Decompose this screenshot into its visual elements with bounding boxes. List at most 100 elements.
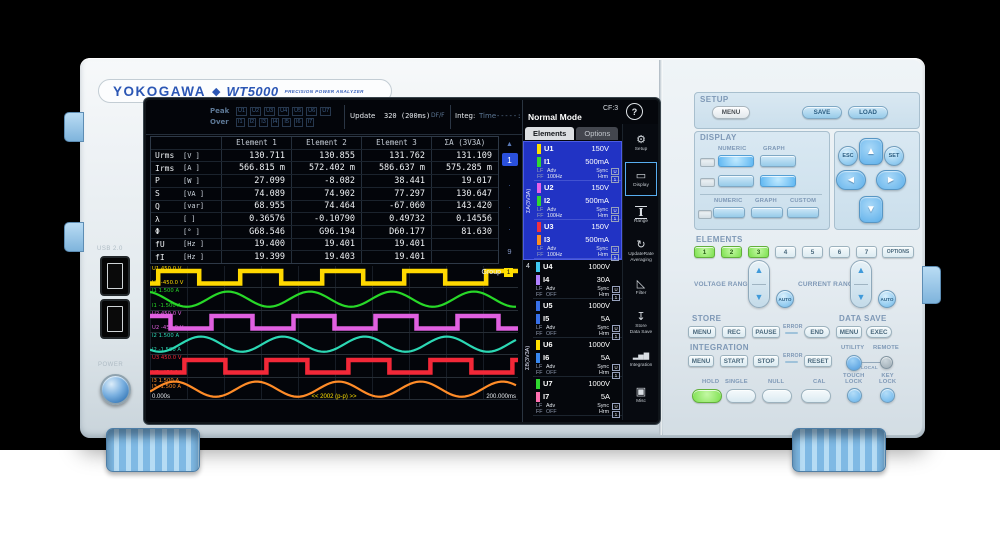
display-label: DISPLAY: [700, 133, 737, 142]
voltage-range-up-icon[interactable]: ▲: [754, 265, 764, 275]
nav-right-button[interactable]: ▶: [876, 170, 906, 190]
nav-left-button[interactable]: ◀: [836, 170, 866, 190]
null-button[interactable]: [762, 389, 792, 403]
pager-up-icon[interactable]: ▲: [506, 141, 513, 148]
element-key-3[interactable]: 3: [748, 246, 769, 258]
integration-start-button[interactable]: START: [720, 355, 748, 367]
display-icon: ▭: [635, 169, 647, 182]
display-row3-custom-button[interactable]: [787, 207, 819, 218]
store-menu-button[interactable]: MENU: [688, 326, 716, 338]
element-6-u-row: U6 1000V: [533, 338, 622, 351]
display-row1-numeric-button[interactable]: [718, 155, 754, 167]
element-key-1[interactable]: 1: [694, 246, 715, 258]
menu-item-integration[interactable]: ▂▅▇ Integration: [625, 342, 657, 376]
menu-item-range[interactable]: I Range: [625, 198, 657, 232]
waveform-strip-i3: I3 1.500 A I3 -1.500 A: [150, 377, 518, 400]
nav-down-button[interactable]: ▼: [859, 196, 883, 223]
element-6-block[interactable]: U6 1000V I6 5A LF FF Adv OFF Sync Hrm U 1: [533, 338, 622, 379]
integration-reset-button[interactable]: RESET: [804, 355, 832, 367]
integration-stop-button[interactable]: STOP: [753, 355, 779, 367]
menu-item-display[interactable]: ▭ Display: [625, 162, 657, 196]
peak-indicator-u6: U6: [306, 107, 318, 116]
menu-item-setup[interactable]: ⚙ Setup: [625, 126, 657, 160]
table-row: Irms [A ] 566.815 m 572.402 m 586.637 m 575.2…: [151, 162, 498, 176]
filter-values: Adv 100Hz: [547, 168, 563, 180]
current-range-rocker[interactable]: ▲ ▼: [850, 260, 872, 308]
data-save-exec-button[interactable]: EXEC: [866, 326, 892, 338]
tab-options[interactable]: Options: [576, 127, 619, 140]
setup-menu-button[interactable]: MENU: [712, 106, 750, 119]
tab-elements[interactable]: Elements: [525, 127, 575, 140]
table-cell: -67.060: [361, 200, 431, 213]
pager-dot[interactable]: ·: [508, 203, 511, 212]
element-7-block[interactable]: U7 1000V I7 5A LF FF Adv OFF Sync Hrm U 1: [533, 377, 622, 418]
group-a-elements: U1 150V I1 500mA LF FF Adv 100Hz Sync Hrm U 1 U2 150V…: [534, 142, 621, 261]
usb-port-2: [100, 299, 130, 339]
power-button[interactable]: [100, 374, 131, 405]
element-key-5[interactable]: 5: [802, 246, 823, 258]
options-button[interactable]: OPTIONS: [882, 246, 914, 258]
channel-name: U3: [544, 222, 554, 231]
single-button[interactable]: [726, 389, 756, 403]
display-row3-graph-button[interactable]: [751, 207, 783, 218]
set-button[interactable]: SET: [884, 146, 904, 166]
store-rec-button[interactable]: REC: [722, 326, 746, 338]
display-row2-numeric-button[interactable]: [718, 175, 754, 187]
menu-item-filter[interactable]: ◺ Filter: [625, 270, 657, 304]
pager-current-page[interactable]: 1: [501, 153, 518, 166]
menu-item-updaterate[interactable]: ↻ UpdateRate Averaging: [625, 234, 657, 268]
waveform-label-bottom: U3 -450.0 V: [152, 369, 184, 376]
touch-lock-button[interactable]: [847, 388, 862, 403]
sync-labels: Sync Hrm: [596, 246, 608, 258]
store-end-button[interactable]: END: [804, 326, 830, 338]
voltage-range-rocker[interactable]: ▲ ▼: [748, 260, 770, 308]
integration-menu-button[interactable]: MENU: [688, 355, 714, 367]
pager-dot[interactable]: ·: [508, 225, 511, 234]
menu-item-store[interactable]: ↧ Store Data Save: [625, 306, 657, 340]
brand-diamond-icon: ◆: [212, 85, 221, 98]
channel-range: 1000V: [588, 301, 610, 310]
element-3-i-row: I3 500mA: [534, 233, 621, 246]
channel-range: 1000V: [588, 340, 610, 349]
element-key-7[interactable]: 7: [856, 246, 877, 258]
save-button[interactable]: SAVE: [802, 106, 842, 119]
display-row2-graph-button[interactable]: [760, 175, 796, 187]
table-cell: 19.401: [361, 251, 431, 264]
hold-button[interactable]: [692, 389, 722, 403]
element-4-block[interactable]: U4 1000V I4 30A LF FF Adv OFF Sync Hrm U 1: [533, 260, 622, 301]
element-2-block[interactable]: U2 150V I2 500mA LF FF Adv 100Hz Sync Hrm U 1: [534, 181, 621, 222]
nav-up-button[interactable]: ▲: [859, 138, 883, 165]
element-5-block[interactable]: U5 1000V I5 5A LF FF Adv OFF Sync Hrm U 1: [533, 299, 622, 340]
current-auto-button[interactable]: AUTO: [878, 290, 896, 308]
cal-button[interactable]: [801, 389, 831, 403]
pager-page[interactable]: 9: [507, 247, 512, 256]
help-icon[interactable]: ?: [626, 103, 643, 120]
row-name: Urms: [155, 151, 175, 161]
load-button[interactable]: LOAD: [848, 106, 888, 119]
element-1-block[interactable]: U1 150V I1 500mA LF FF Adv 100Hz Sync Hrm U 1: [534, 142, 621, 183]
store-pause-button[interactable]: PAUSE: [752, 326, 780, 338]
voltage-range-down-icon[interactable]: ▼: [754, 292, 764, 302]
key-lock-button[interactable]: [880, 388, 895, 403]
voltage-auto-button[interactable]: AUTO: [776, 290, 794, 308]
waveform-group-label: Group 1: [482, 268, 513, 277]
current-range-down-icon[interactable]: ▼: [856, 292, 866, 302]
data-save-menu-button[interactable]: MENU: [836, 326, 862, 338]
row-name: fI: [155, 252, 165, 262]
menu-item-misc[interactable]: ▣ Misc: [625, 378, 657, 412]
gear-icon: ⚙: [636, 133, 646, 146]
over-indicator-i1: I1: [236, 118, 245, 127]
element-key-2[interactable]: 2: [721, 246, 742, 258]
waveform-strip-i2: I2 1.500 A I2 -1.500 A: [150, 332, 518, 356]
current-range-up-icon[interactable]: ▲: [856, 265, 866, 275]
group-label-text: Group: [481, 269, 501, 276]
element-key-6[interactable]: 6: [829, 246, 850, 258]
pager-dot[interactable]: ·: [508, 181, 511, 190]
display-row1-graph-button[interactable]: [760, 155, 796, 167]
display-row3-numeric-button[interactable]: [713, 207, 745, 218]
utility-button[interactable]: [846, 355, 862, 371]
element-3-block[interactable]: U3 150V I3 500mA LF FF Adv 100Hz Sync Hrm U 1: [534, 220, 621, 261]
element-key-4[interactable]: 4: [775, 246, 796, 258]
esc-button[interactable]: ESC: [838, 146, 858, 166]
